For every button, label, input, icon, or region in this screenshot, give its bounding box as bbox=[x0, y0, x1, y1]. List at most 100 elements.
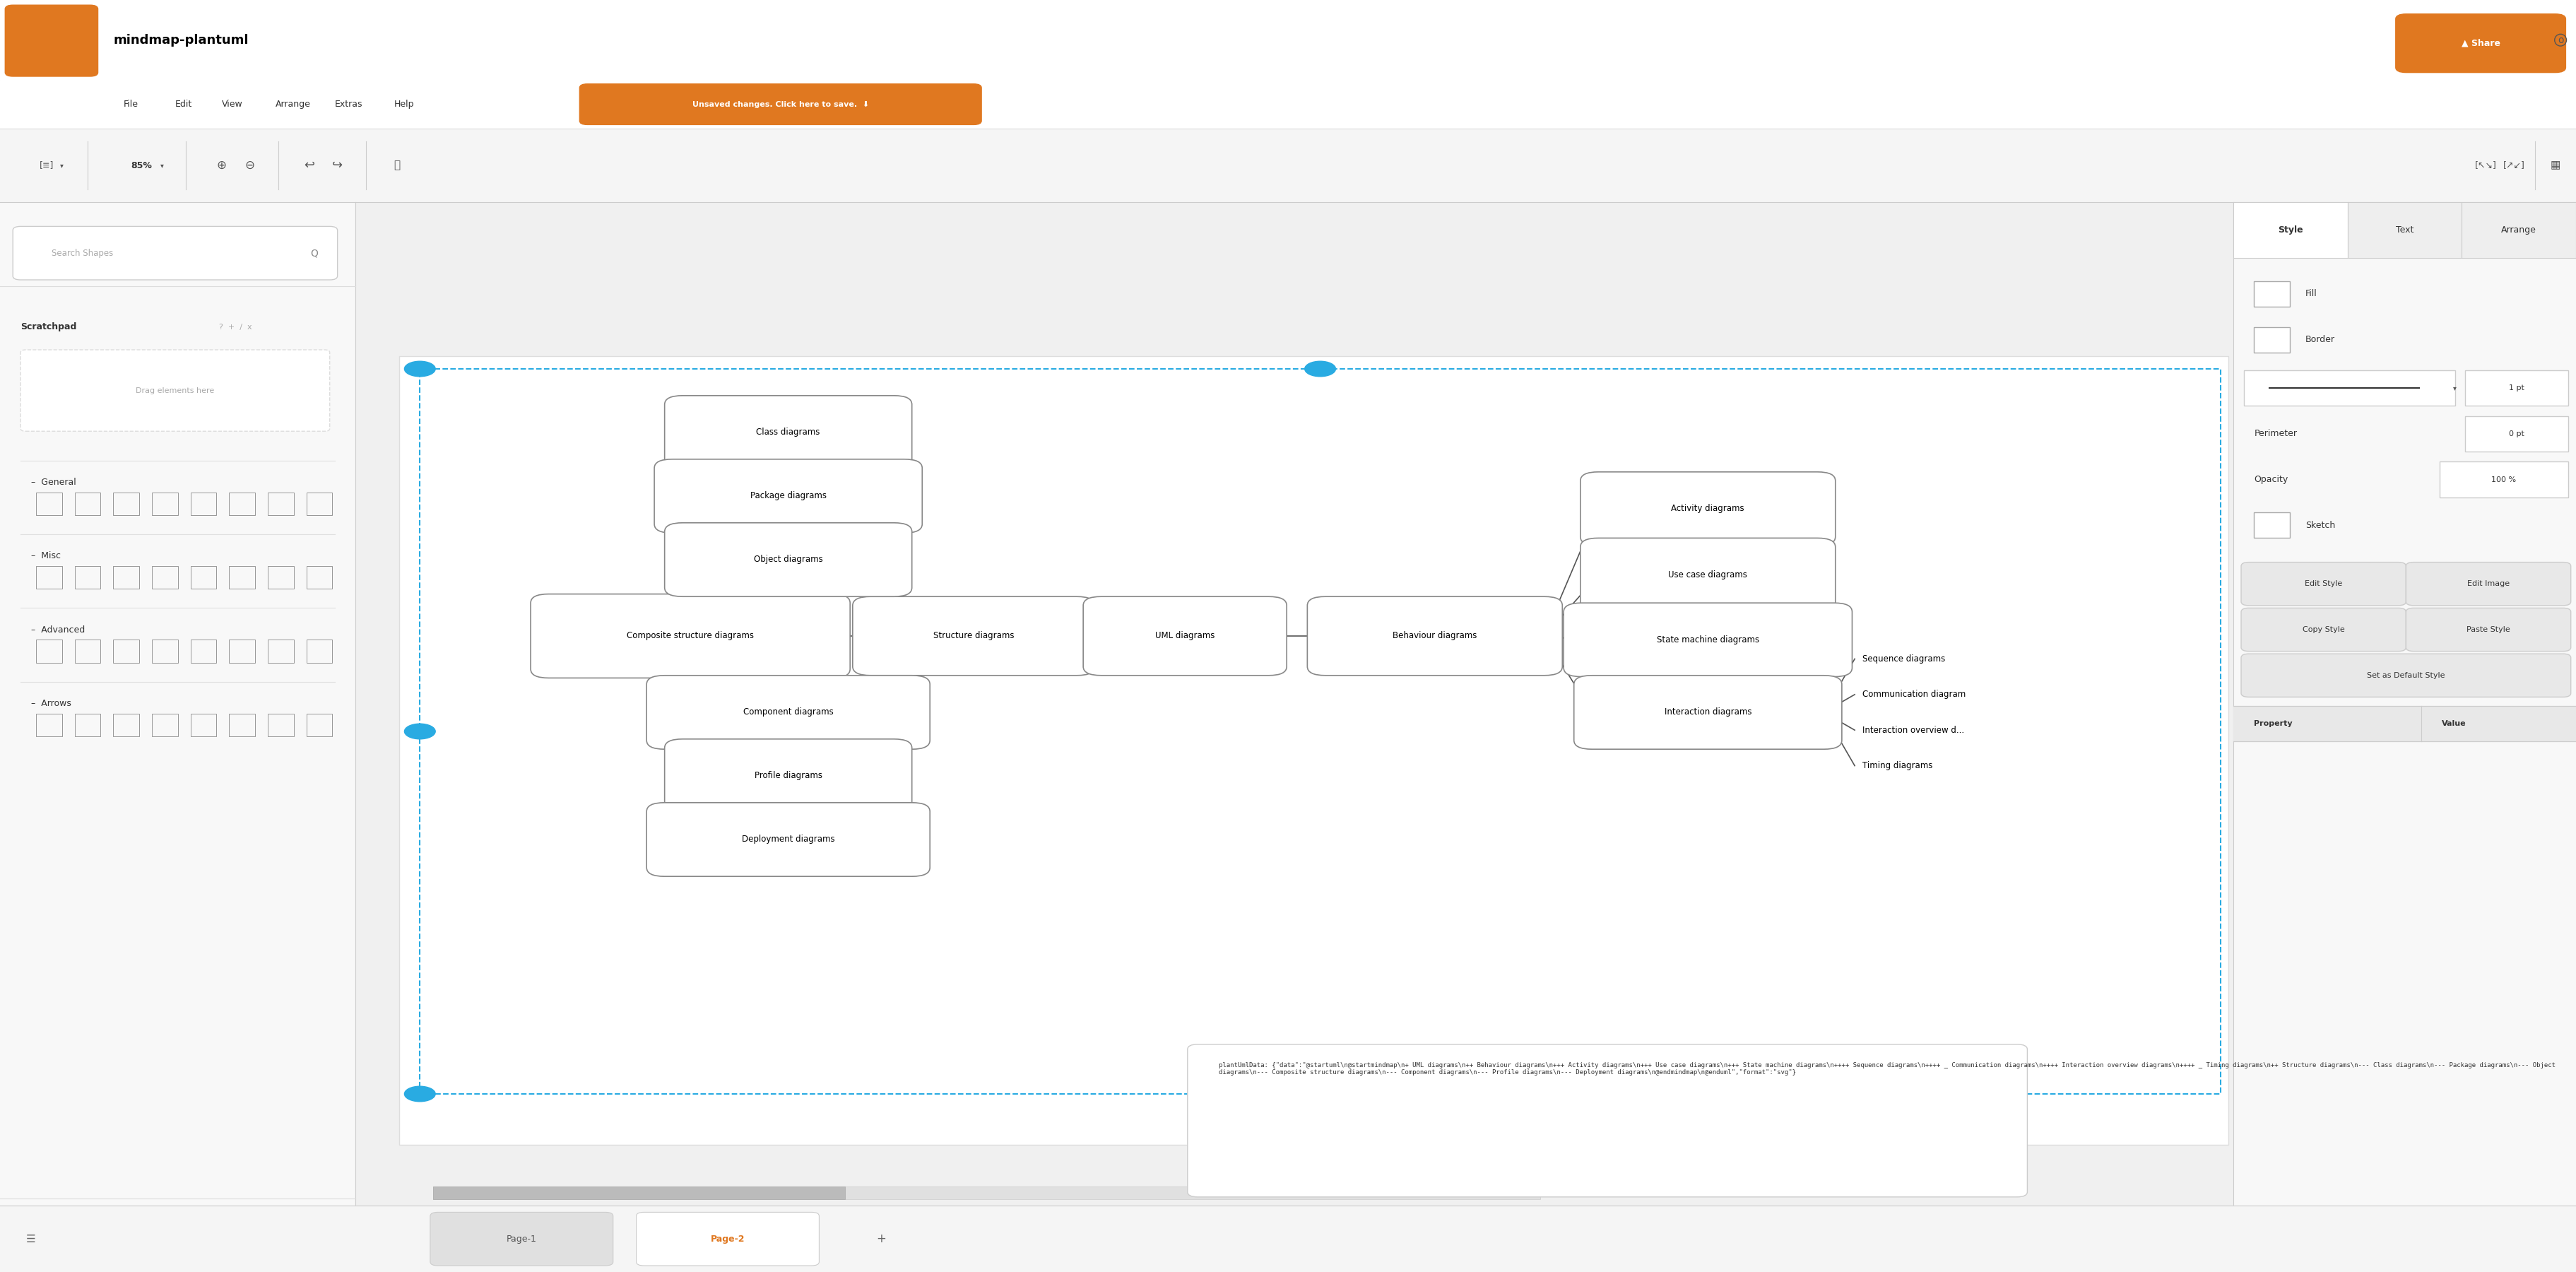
Bar bbox=[191, 714, 216, 736]
FancyBboxPatch shape bbox=[13, 226, 337, 280]
Text: State machine diagrams: State machine diagrams bbox=[1656, 635, 1759, 645]
FancyBboxPatch shape bbox=[636, 1212, 819, 1266]
Text: ▾: ▾ bbox=[160, 162, 165, 169]
FancyBboxPatch shape bbox=[2241, 608, 2406, 651]
Bar bbox=[229, 640, 255, 663]
Text: [↗↙]: [↗↙] bbox=[2504, 160, 2524, 170]
Text: Text: Text bbox=[2396, 225, 2414, 235]
Bar bbox=[0, 0, 2576, 80]
Bar bbox=[433, 1187, 845, 1199]
Bar bbox=[399, 356, 2228, 1145]
Text: ☰: ☰ bbox=[26, 1234, 36, 1244]
FancyBboxPatch shape bbox=[1309, 597, 1561, 675]
Bar bbox=[229, 566, 255, 589]
FancyBboxPatch shape bbox=[2241, 562, 2406, 605]
FancyBboxPatch shape bbox=[1582, 538, 1834, 612]
Text: Extras: Extras bbox=[335, 99, 363, 109]
Text: ▾: ▾ bbox=[59, 162, 64, 169]
Bar bbox=[2233, 202, 2347, 258]
Bar bbox=[2233, 706, 2576, 742]
Text: Perimeter: Perimeter bbox=[2254, 429, 2298, 439]
FancyBboxPatch shape bbox=[2465, 416, 2568, 452]
Bar bbox=[0, 80, 2576, 128]
Bar bbox=[113, 714, 139, 736]
Bar bbox=[191, 566, 216, 589]
Text: ⊕: ⊕ bbox=[216, 159, 227, 172]
Text: +: + bbox=[1316, 1116, 1324, 1128]
Text: ▦: ▦ bbox=[2550, 160, 2561, 170]
FancyBboxPatch shape bbox=[1582, 472, 1834, 546]
Text: Sketch: Sketch bbox=[2306, 520, 2336, 530]
FancyBboxPatch shape bbox=[2406, 608, 2571, 651]
Text: Arrange: Arrange bbox=[2501, 225, 2537, 235]
Text: ↪: ↪ bbox=[332, 159, 343, 172]
Bar bbox=[152, 714, 178, 736]
Bar bbox=[268, 640, 294, 663]
Bar bbox=[0, 128, 2576, 202]
FancyBboxPatch shape bbox=[665, 739, 912, 813]
Bar bbox=[420, 369, 2221, 1094]
Bar bbox=[2254, 327, 2290, 352]
FancyBboxPatch shape bbox=[2439, 462, 2568, 497]
Text: Copy Style: Copy Style bbox=[2303, 626, 2344, 633]
Text: Object diagrams: Object diagrams bbox=[755, 555, 822, 565]
Text: Page-1: Page-1 bbox=[507, 1234, 536, 1244]
Bar bbox=[113, 640, 139, 663]
Bar bbox=[0, 202, 355, 1272]
Bar bbox=[191, 492, 216, 515]
Text: 0 pt: 0 pt bbox=[2509, 430, 2524, 438]
Text: Q: Q bbox=[312, 248, 317, 258]
Bar bbox=[152, 492, 178, 515]
Bar bbox=[2254, 281, 2290, 307]
Text: UML diagrams: UML diagrams bbox=[1154, 631, 1216, 641]
Text: mindmap-plantuml: mindmap-plantuml bbox=[113, 34, 250, 46]
FancyBboxPatch shape bbox=[665, 523, 912, 597]
FancyBboxPatch shape bbox=[1084, 597, 1288, 675]
Bar bbox=[36, 714, 62, 736]
Bar bbox=[2254, 513, 2290, 538]
Text: Use case diagrams: Use case diagrams bbox=[1669, 570, 1747, 580]
Bar bbox=[113, 492, 139, 515]
Circle shape bbox=[1303, 1086, 1334, 1102]
Bar bbox=[433, 1187, 1540, 1199]
Text: Activity diagrams: Activity diagrams bbox=[1672, 504, 1744, 514]
FancyBboxPatch shape bbox=[1574, 675, 1842, 749]
FancyBboxPatch shape bbox=[2406, 562, 2571, 605]
FancyBboxPatch shape bbox=[853, 597, 1095, 675]
FancyBboxPatch shape bbox=[531, 594, 850, 678]
Text: Edit: Edit bbox=[175, 99, 193, 109]
FancyBboxPatch shape bbox=[430, 1212, 613, 1266]
Bar bbox=[0, 1206, 2576, 1272]
Text: ▲ Share: ▲ Share bbox=[2460, 38, 2501, 48]
FancyBboxPatch shape bbox=[580, 84, 981, 125]
Text: –  Arrows: – Arrows bbox=[31, 698, 72, 709]
FancyBboxPatch shape bbox=[2241, 654, 2571, 697]
Text: [≡]: [≡] bbox=[39, 160, 54, 170]
Text: +: + bbox=[876, 1233, 886, 1245]
Bar bbox=[152, 640, 178, 663]
Text: Search Shapes: Search Shapes bbox=[52, 248, 113, 258]
Text: ↩: ↩ bbox=[304, 159, 314, 172]
FancyBboxPatch shape bbox=[2465, 370, 2568, 406]
Text: Value: Value bbox=[2442, 720, 2465, 728]
Text: Property: Property bbox=[2254, 720, 2293, 728]
Text: File: File bbox=[124, 99, 139, 109]
Text: ␡: ␡ bbox=[394, 160, 399, 170]
Text: Drag elements here: Drag elements here bbox=[137, 387, 214, 394]
Circle shape bbox=[404, 724, 435, 739]
Text: [↖↘]: [↖↘] bbox=[2476, 160, 2496, 170]
Text: Class diagrams: Class diagrams bbox=[757, 427, 819, 438]
Text: ⊖: ⊖ bbox=[245, 159, 255, 172]
Text: Help: Help bbox=[394, 99, 415, 109]
Bar bbox=[268, 714, 294, 736]
Circle shape bbox=[1303, 361, 1334, 377]
Text: Paste Style: Paste Style bbox=[2468, 626, 2509, 633]
Bar bbox=[229, 714, 255, 736]
Text: –  Misc: – Misc bbox=[31, 551, 62, 561]
Text: –  General: – General bbox=[31, 477, 75, 487]
Text: Profile diagrams: Profile diagrams bbox=[755, 771, 822, 781]
Bar bbox=[36, 640, 62, 663]
Text: Set as Default Style: Set as Default Style bbox=[2367, 672, 2445, 679]
Text: Unsaved changes. Click here to save.  ⬇: Unsaved changes. Click here to save. ⬇ bbox=[693, 100, 868, 108]
Text: Edit Style: Edit Style bbox=[2306, 580, 2342, 588]
